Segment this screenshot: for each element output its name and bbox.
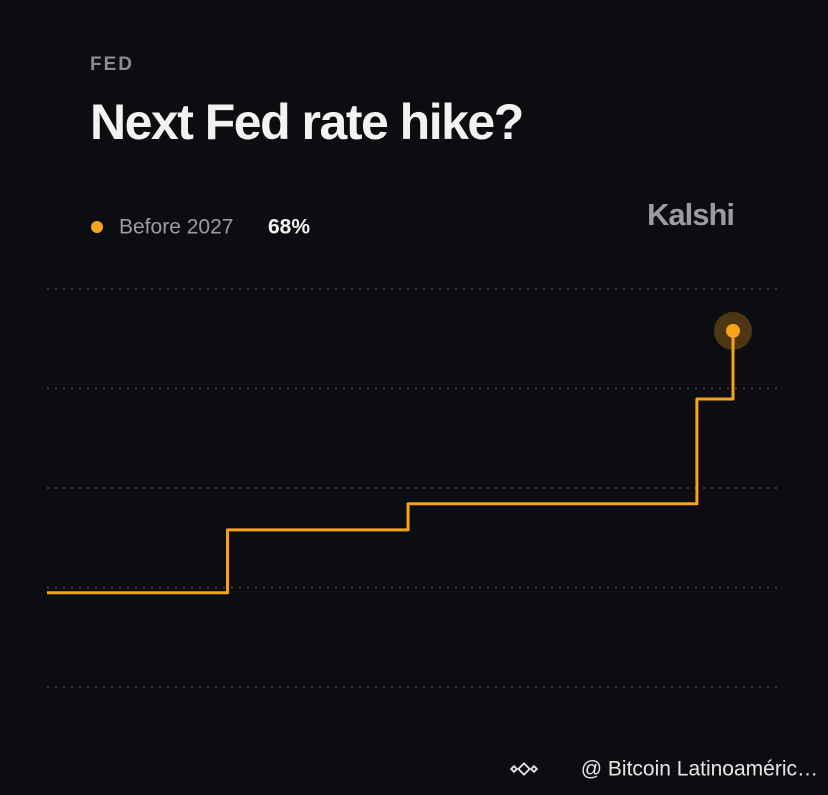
- line: [47, 330, 735, 595]
- legend-label: Before 2027: [119, 216, 233, 239]
- legend-marker: [91, 221, 103, 233]
- chart-title: Next Fed rate hike?: [90, 94, 523, 150]
- category-label: FED: [90, 54, 134, 75]
- watermark: @ Bitcoin Latinoaméric…: [581, 758, 818, 781]
- brand-logo: Kalshi: [647, 197, 734, 232]
- watermark-icon: [509, 762, 539, 776]
- current-value: 68%: [268, 216, 310, 239]
- end-point: [726, 323, 740, 338]
